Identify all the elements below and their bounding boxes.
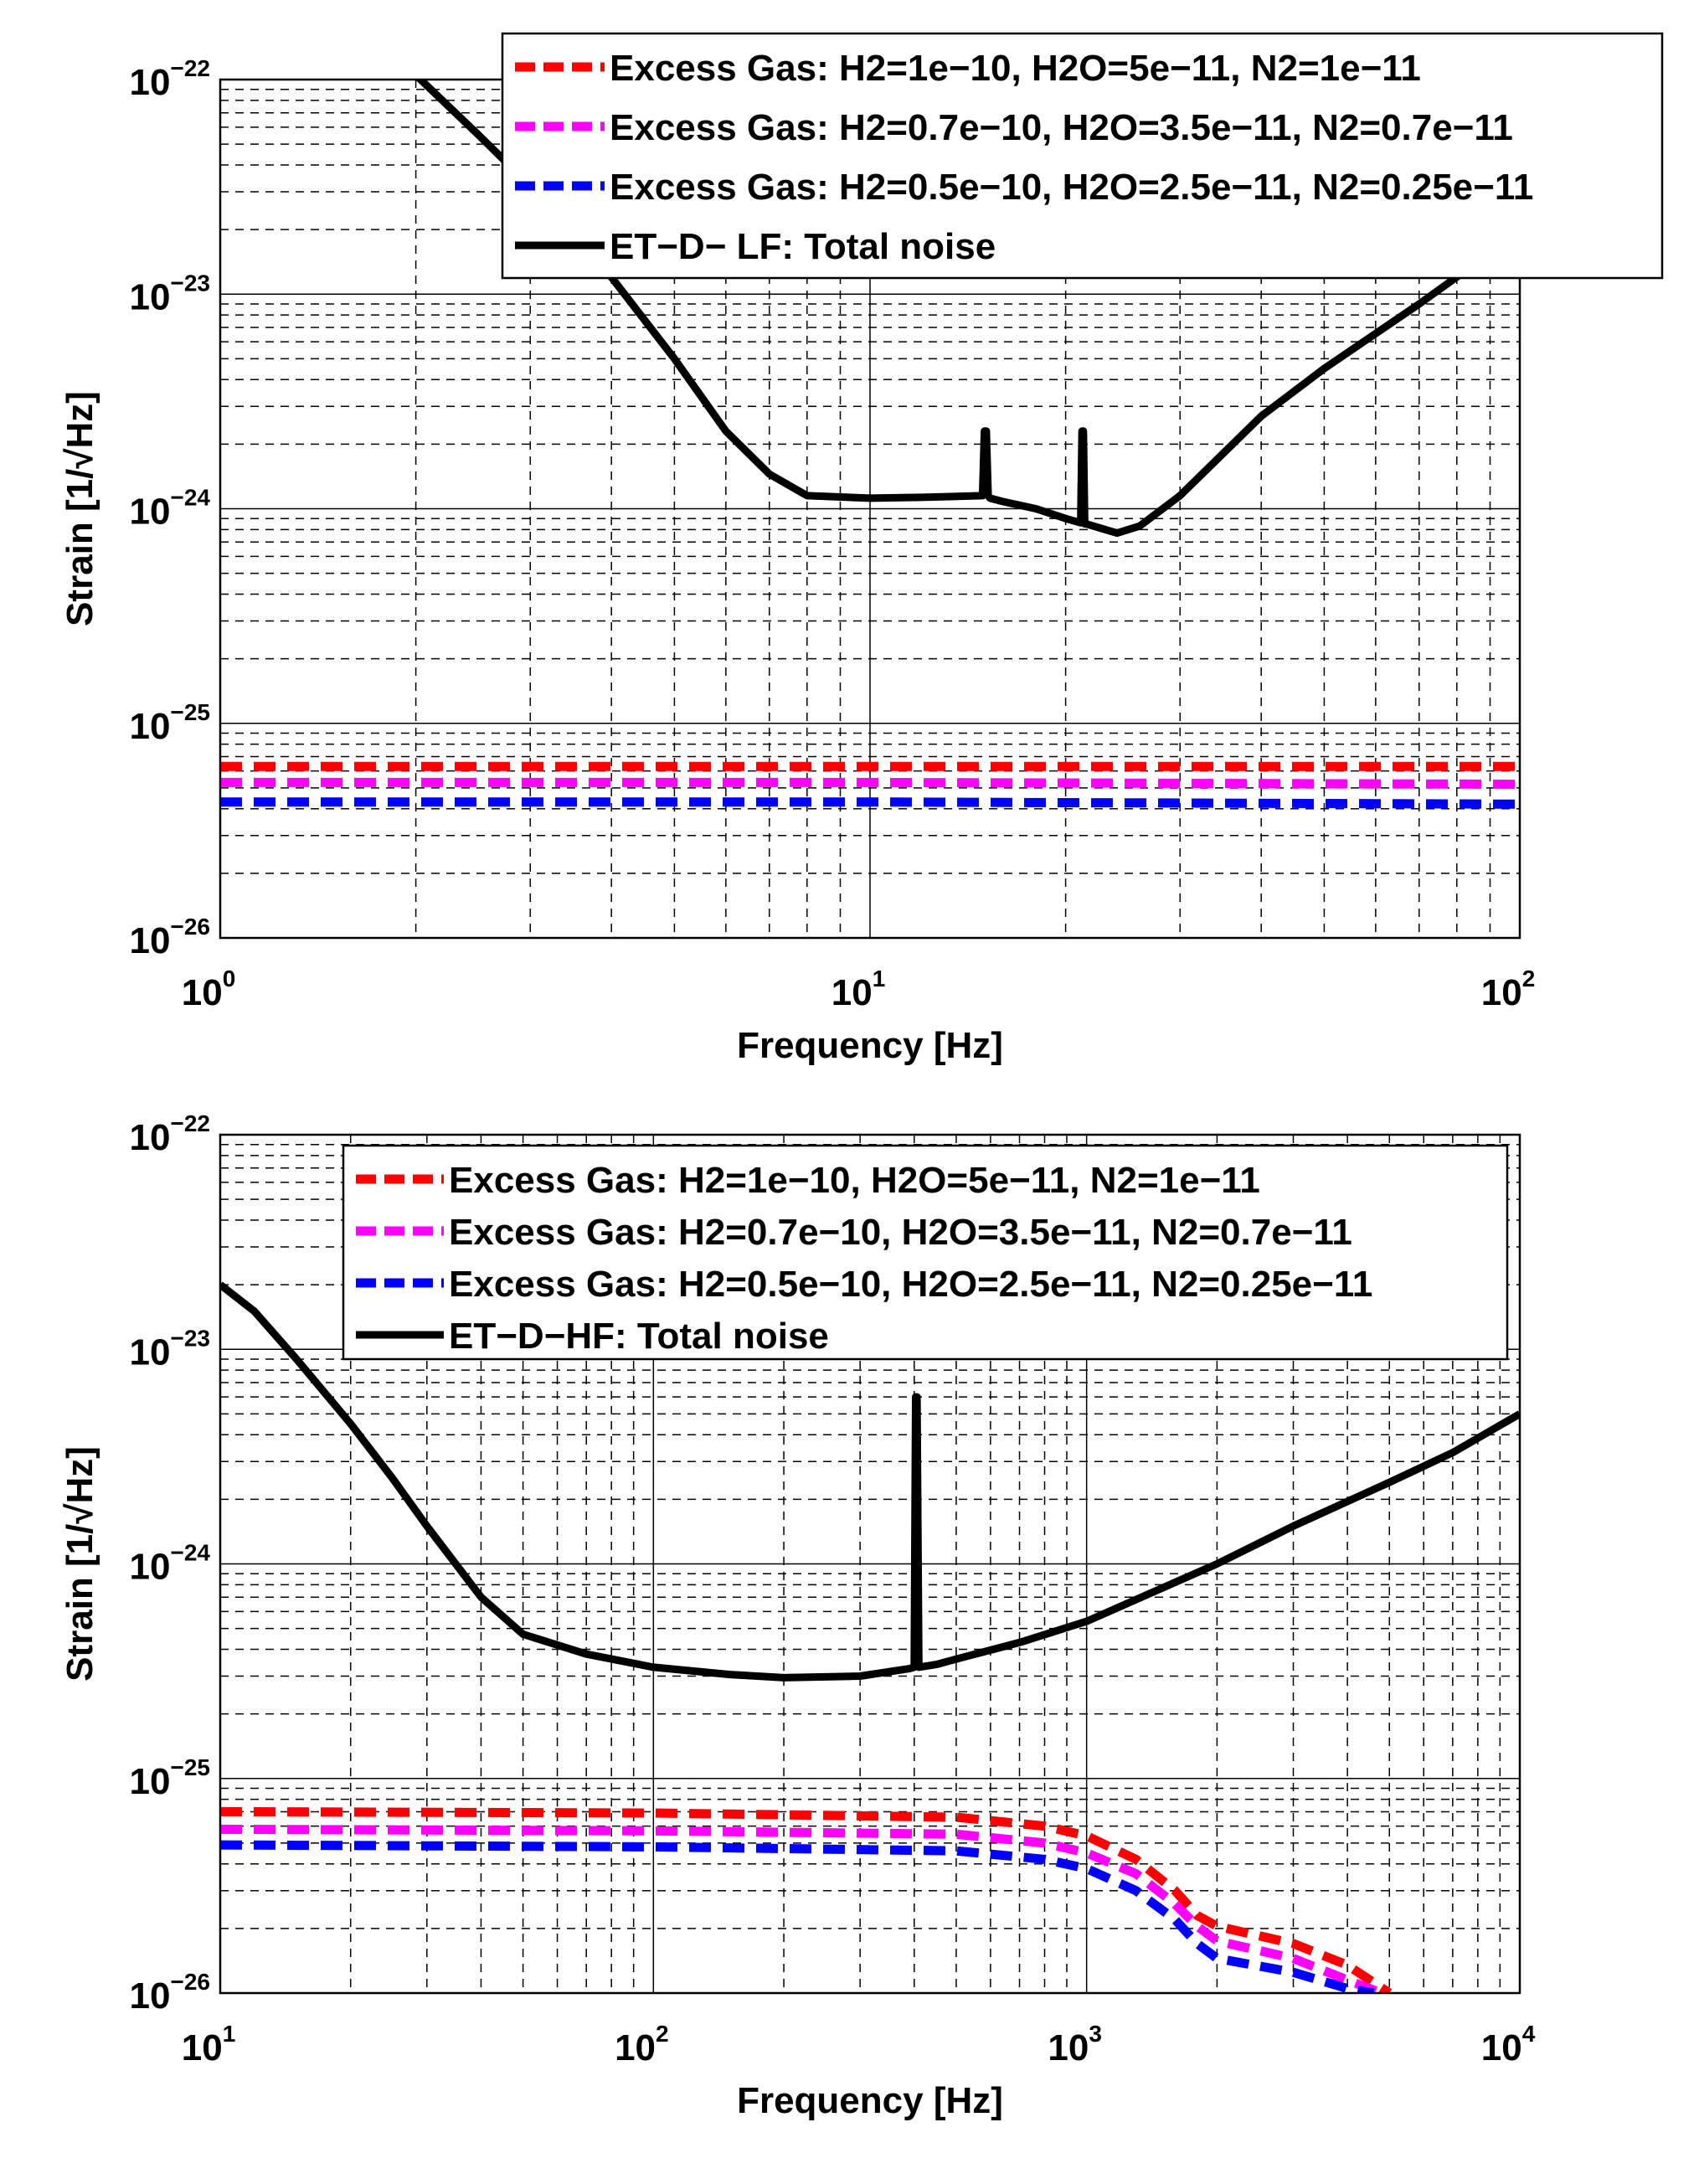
- y-tick-label: 10−23: [130, 270, 210, 317]
- x-tick-label: 104: [1481, 2021, 1536, 2068]
- x-tick-label: 102: [1481, 966, 1536, 1013]
- y-tick-label: 10−24: [130, 1540, 211, 1588]
- x-tick-label: 101: [182, 2021, 236, 2068]
- series-line-1: [220, 777, 1520, 789]
- series-line-3: [220, 1281, 1520, 1682]
- y-tick-label: 10−25: [130, 699, 210, 747]
- legend-entry-label: Excess Gas: H2=1e−10, H2O=5e−11, N2=1e−1…: [610, 48, 1421, 89]
- series-group: [220, 1281, 1520, 1993]
- legend: Excess Gas: H2=1e−10, H2O=5e−11, N2=1e−1…: [501, 32, 1664, 280]
- legend: Excess Gas: H2=1e−10, H2O=5e−11, N2=1e−1…: [342, 1144, 1509, 1361]
- y-tick-label: 10−24: [130, 485, 211, 533]
- series-group: [220, 80, 1520, 809]
- legend-box: [501, 32, 1664, 280]
- y-axis-label: Strain [1/√Hz]: [59, 391, 100, 626]
- chart-hf: 101 102 103 104 10−22 10−23 10−24 10−25 10−26 Fre…: [59, 1110, 1536, 2121]
- chart-lf: 100 101 102 10−22 10−23 10−24 10−25 10−26 Freque…: [59, 32, 1664, 1066]
- y-tick-label: 10−22: [130, 1110, 210, 1158]
- y-axis-label: Strain [1/√Hz]: [59, 1446, 100, 1682]
- legend-entry-label: ET−D− LF: Total noise: [610, 226, 996, 267]
- x-axis-label: Frequency [Hz]: [737, 2080, 1003, 2121]
- legend-entry-label: Excess Gas: H2=1e−10, H2O=5e−11, N2=1e−1…: [449, 1160, 1260, 1201]
- series-line-2: [220, 797, 1520, 809]
- series-line-2: [220, 1840, 1375, 1993]
- legend-entry-label: Excess Gas: H2=0.7e−10, H2O=3.5e−11, N2=…: [449, 1212, 1352, 1253]
- x-tick-label: 103: [1048, 2021, 1102, 2068]
- y-tick-label: 10−25: [130, 1754, 210, 1802]
- y-tick-label: 10−22: [130, 55, 210, 103]
- x-tick-label: 102: [615, 2021, 669, 2068]
- legend-box: [342, 1144, 1509, 1361]
- x-tick-label: 101: [831, 966, 886, 1013]
- x-tick-label: 100: [182, 966, 236, 1013]
- series-line-1: [220, 1824, 1384, 1993]
- series-line-0: [220, 1806, 1393, 1993]
- y-tick-label: 10−23: [130, 1325, 210, 1373]
- axes-box: [219, 1133, 1521, 1995]
- y-tick-label: 10−26: [130, 1969, 210, 2017]
- legend-entry-label: Excess Gas: H2=0.5e−10, H2O=2.5e−11, N2=…: [449, 1264, 1372, 1305]
- series-line-3: [414, 80, 1520, 538]
- y-tick-label: 10−26: [130, 914, 210, 961]
- x-axis-label: Frequency [Hz]: [737, 1025, 1003, 1066]
- legend-entry-label: Excess Gas: H2=0.5e−10, H2O=2.5e−11, N2=…: [610, 167, 1533, 208]
- legend-entry-label: ET−D−HF: Total noise: [449, 1316, 829, 1357]
- legend-entry-label: Excess Gas: H2=0.7e−10, H2O=3.5e−11, N2=…: [610, 107, 1513, 148]
